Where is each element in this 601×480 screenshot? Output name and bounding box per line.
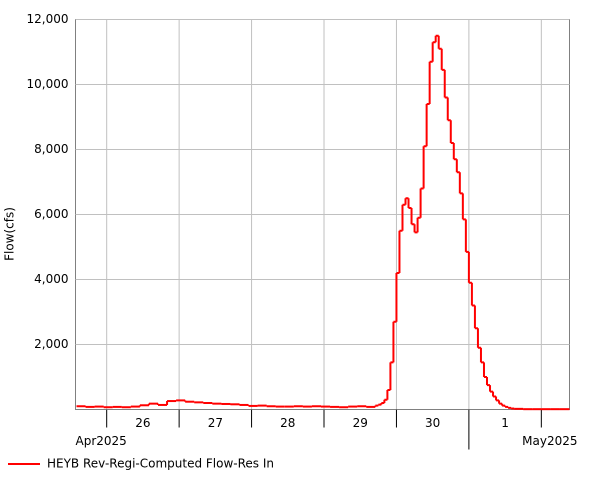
x-tick-label: 30 [425,416,440,430]
y-axis-label: Flow(cfs) [3,207,17,261]
x-tick-label: 29 [353,416,368,430]
y-tick-label: 12,000 [27,12,69,26]
month-label: May2025 [522,434,577,448]
y-tick-label: 8,000 [34,142,68,156]
y-tick-label: 2,000 [34,337,68,351]
y-tick-label: 6,000 [34,207,68,221]
y-tick-label: 4,000 [34,272,68,286]
x-tick-label: 28 [280,416,295,430]
x-tick-label: 27 [208,416,223,430]
x-tick-label: 1 [501,416,509,430]
legend-label: HEYB Rev-Regi-Computed Flow-Res In [47,457,274,471]
y-tick-label: 10,000 [27,77,69,91]
x-tick-label: 26 [135,416,150,430]
flow-risers [84,35,525,410]
month-label: Apr2025 [76,434,127,448]
